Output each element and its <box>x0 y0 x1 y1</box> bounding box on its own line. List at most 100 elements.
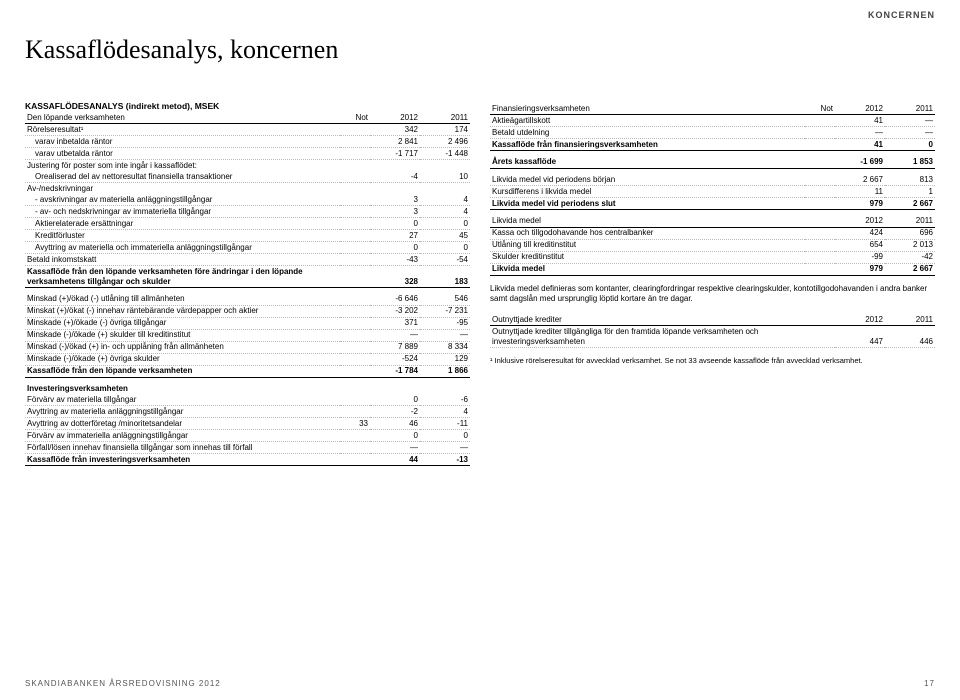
cell: 174 <box>420 124 470 136</box>
cell <box>805 251 835 263</box>
section-subhead: Investeringsverksamheten <box>25 383 470 394</box>
table-row: Orealiserad del av nettoresultat finansi… <box>25 171 470 183</box>
cell: 2012 <box>835 103 885 115</box>
cell: 424 <box>835 227 885 239</box>
footer-page-number: 17 <box>924 679 935 688</box>
left-section-head: KASSAFLÖDESANALYS (indirekt metod), MSEK <box>25 101 470 111</box>
table-row: Minskad (-)/ökad (+) in- och upplåning f… <box>25 341 470 353</box>
cell <box>370 183 420 195</box>
cell: -1 784 <box>370 365 420 377</box>
cell <box>340 206 370 218</box>
cell: 446 <box>885 326 935 348</box>
cell: 546 <box>420 294 470 306</box>
cell: 0 <box>420 430 470 442</box>
cell <box>340 454 370 466</box>
cell: — <box>420 329 470 341</box>
sum-row: Likvida medel 979 2 667 <box>490 263 935 275</box>
table-row: Betald utdelning—— <box>490 127 935 139</box>
cell: -42 <box>885 251 935 263</box>
cell: Aktieägartillskott <box>490 115 805 127</box>
cell: 41 <box>835 139 885 151</box>
table-row: Minskade (+)/ökade (-) övriga tillgångar… <box>25 317 470 329</box>
header-label: Den löpande verksamheten <box>25 112 340 124</box>
left-column: KASSAFLÖDESANALYS (indirekt metod), MSEK… <box>25 95 470 466</box>
cell: 2 667 <box>835 174 885 186</box>
header-y1: 2012 <box>370 112 420 124</box>
table-row: Likvida medel vid periodens början2 6678… <box>490 174 935 186</box>
cell: 1 853 <box>885 157 935 169</box>
page-footer: SKANDIABANKEN ÅRSREDOVISNING 2012 17 <box>25 679 935 688</box>
cell: 2 667 <box>885 263 935 275</box>
cell: 4 <box>420 406 470 418</box>
table-row: Utlåning till kreditinstitut6542 013 <box>490 239 935 251</box>
cell: 2012 <box>835 314 885 326</box>
cell: Minskade (+)/ökade (-) övriga tillgångar <box>25 317 340 329</box>
cell <box>805 139 835 151</box>
table-header-row: Likvida medel 2012 2011 <box>490 216 935 228</box>
cell: Outnyttjade krediter tillgängliga för de… <box>490 326 835 348</box>
cell: Kassa och tillgodohavande hos centralban… <box>490 227 805 239</box>
cell: 4 <box>420 194 470 206</box>
cell: 342 <box>370 124 420 136</box>
cell: -43 <box>370 254 420 266</box>
cell <box>805 174 835 186</box>
cell <box>805 115 835 127</box>
cell: 2011 <box>885 314 935 326</box>
cell: 2011 <box>885 103 935 115</box>
cell: 10 <box>420 171 470 183</box>
cell: Justering för poster som inte ingår i ka… <box>25 160 340 172</box>
footnote: ¹ Inklusive rörelseresultat för avveckla… <box>490 356 935 366</box>
cell: -1 717 <box>370 148 420 160</box>
header-note: Not <box>340 112 370 124</box>
cell: Av-/nedskrivningar <box>25 183 340 195</box>
header-y2: 2011 <box>420 112 470 124</box>
table-header-row: Finansieringsverksamheten Not 2012 2011 <box>490 103 935 115</box>
table-row: Kreditförluster2745 <box>25 230 470 242</box>
table-header-row: Den löpande verksamheten Not 2012 2011 <box>25 112 470 124</box>
table-row: Förfall/lösen innehav finansiella tillgå… <box>25 442 470 454</box>
cell <box>420 383 470 394</box>
table-row: Avyttring av materiella anläggningstillg… <box>25 406 470 418</box>
cell: -2 <box>370 406 420 418</box>
table-row: - avskrivningar av materiella anläggning… <box>25 194 470 206</box>
cell: 11 <box>835 186 885 198</box>
cell: Not <box>805 103 835 115</box>
cell <box>420 160 470 172</box>
definition-text: Likvida medel definieras som kontanter, … <box>490 284 935 305</box>
cell <box>805 216 835 228</box>
cell: 328 <box>370 266 420 288</box>
cell: 2 496 <box>420 136 470 148</box>
cell: — <box>885 127 935 139</box>
cell <box>370 160 420 172</box>
footer-left: SKANDIABANKEN ÅRSREDOVISNING 2012 <box>25 679 221 688</box>
cell: 447 <box>835 326 885 348</box>
table-row: Förvärv av immateriella anläggningstillg… <box>25 430 470 442</box>
cell: — <box>370 442 420 454</box>
cell: Minskade (-)/ökade (+) skulder till kred… <box>25 329 340 341</box>
cell: Outnyttjade krediter <box>490 314 835 326</box>
cell: - avskrivningar av materiella anläggning… <box>25 194 340 206</box>
cell <box>340 230 370 242</box>
cell: 2011 <box>885 216 935 228</box>
financing-table: Finansieringsverksamheten Not 2012 2011 … <box>490 103 935 276</box>
cell: 654 <box>835 239 885 251</box>
cell: Kassaflöde från den löpande verksamheten… <box>25 266 340 288</box>
cell: 2 667 <box>885 198 935 210</box>
cell: Likvida medel <box>490 216 805 228</box>
cell: Finansieringsverksamheten <box>490 103 805 115</box>
cell <box>340 365 370 377</box>
table-row: Minskad (+)/ökad (-) utlåning till allmä… <box>25 294 470 306</box>
table-row: - av- och nedskrivningar av immateriella… <box>25 206 470 218</box>
cell: Betald utdelning <box>490 127 805 139</box>
cell: 0 <box>370 394 420 406</box>
year-cf-row: Årets kassaflöde -1 699 1 853 <box>490 157 935 169</box>
cell: -11 <box>420 418 470 430</box>
cell <box>340 242 370 254</box>
table-row: Outnyttjade krediter tillgängliga för de… <box>490 326 935 348</box>
cell: -1 448 <box>420 148 470 160</box>
table-row: Förvärv av materiella tillgångar0-6 <box>25 394 470 406</box>
table-row: Aktierelaterade ersättningar00 <box>25 218 470 230</box>
cell <box>340 254 370 266</box>
cell: -6 <box>420 394 470 406</box>
cell: 0 <box>370 430 420 442</box>
